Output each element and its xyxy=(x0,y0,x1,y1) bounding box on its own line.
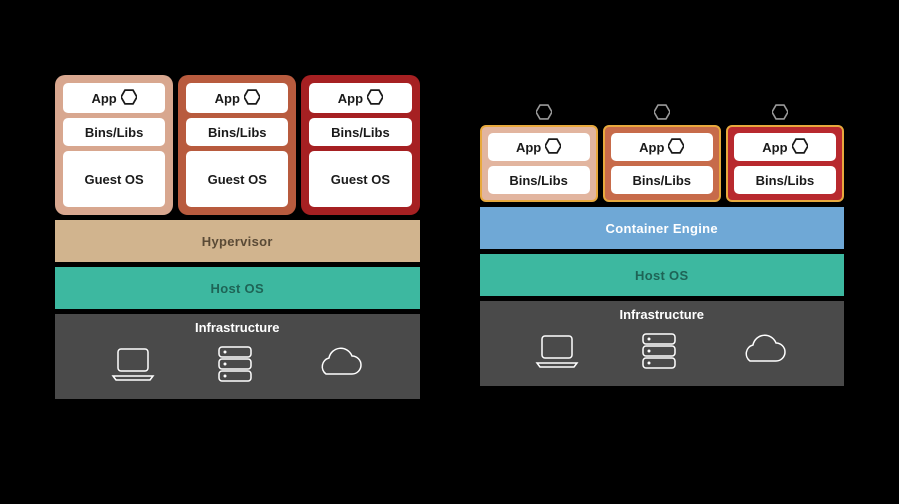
vm-app-box: App xyxy=(309,83,411,113)
infra-icons-right xyxy=(480,322,845,382)
host-os-layer-left: Host OS xyxy=(55,267,420,309)
hexagon-icon xyxy=(668,138,684,157)
server-icon xyxy=(214,344,256,387)
cloud-icon xyxy=(736,331,791,374)
ct-app-box: App xyxy=(488,133,590,161)
vm-stack: App Bins/Libs Guest OS App Bins/Libs Gue… xyxy=(55,30,420,444)
hexagon-icon xyxy=(244,89,260,108)
hexagon-icon xyxy=(545,138,561,157)
vm-title-spacer xyxy=(55,30,420,75)
container-column: App Bins/Libs xyxy=(603,125,721,202)
vm-bins-box: Bins/Libs xyxy=(309,118,411,146)
ct-app-box: App xyxy=(734,133,836,161)
app-label: App xyxy=(338,91,363,106)
ct-bins-box: Bins/Libs xyxy=(488,166,590,194)
server-icon xyxy=(638,331,680,374)
cloud-icon xyxy=(312,344,367,387)
vm-column: App Bins/Libs Guest OS xyxy=(55,75,173,215)
vm-bins-box: Bins/Libs xyxy=(63,118,165,146)
vm-guest-os-box: Guest OS xyxy=(63,151,165,207)
hexagon-icon xyxy=(121,89,137,108)
vm-app-box: App xyxy=(186,83,288,113)
infrastructure-layer-left: Infrastructure xyxy=(55,314,420,399)
infrastructure-layer-right: Infrastructure xyxy=(480,301,845,386)
app-label: App xyxy=(91,91,116,106)
vm-column: App Bins/Libs Guest OS xyxy=(301,75,419,215)
hypervisor-layer: Hypervisor xyxy=(55,220,420,262)
ct-app-box: App xyxy=(611,133,713,161)
vm-guest-os-box: Guest OS xyxy=(186,151,288,207)
infrastructure-label: Infrastructure xyxy=(619,307,704,322)
hexagon-icon xyxy=(654,104,670,125)
ct-bins-box: Bins/Libs xyxy=(611,166,713,194)
ct-bins-box: Bins/Libs xyxy=(734,166,836,194)
host-os-layer-right: Host OS xyxy=(480,254,845,296)
vm-guest-os-box: Guest OS xyxy=(309,151,411,207)
app-label: App xyxy=(215,91,240,106)
container-stack: App Bins/Libs App Bins/Libs App Bins/Lib… xyxy=(480,30,845,444)
vm-bins-box: Bins/Libs xyxy=(186,118,288,146)
hexagon-icon xyxy=(772,104,788,125)
app-label: App xyxy=(516,140,541,155)
vm-row: App Bins/Libs Guest OS App Bins/Libs Gue… xyxy=(55,75,420,215)
container-engine-layer: Container Engine xyxy=(480,207,845,249)
container-column: App Bins/Libs xyxy=(726,125,844,202)
small-hex-row xyxy=(480,100,845,125)
app-label: App xyxy=(639,140,664,155)
laptop-icon xyxy=(108,344,158,387)
vm-app-box: App xyxy=(63,83,165,113)
hexagon-icon xyxy=(367,89,383,108)
app-label: App xyxy=(762,140,787,155)
ct-row: App Bins/Libs App Bins/Libs App Bins/Lib… xyxy=(480,125,845,202)
infrastructure-label: Infrastructure xyxy=(195,320,280,335)
hexagon-icon xyxy=(536,104,552,125)
laptop-icon xyxy=(532,331,582,374)
hexagon-icon xyxy=(792,138,808,157)
vm-column: App Bins/Libs Guest OS xyxy=(178,75,296,215)
infra-icons-left xyxy=(55,335,420,395)
ct-top-spacer xyxy=(480,30,845,100)
container-column: App Bins/Libs xyxy=(480,125,598,202)
